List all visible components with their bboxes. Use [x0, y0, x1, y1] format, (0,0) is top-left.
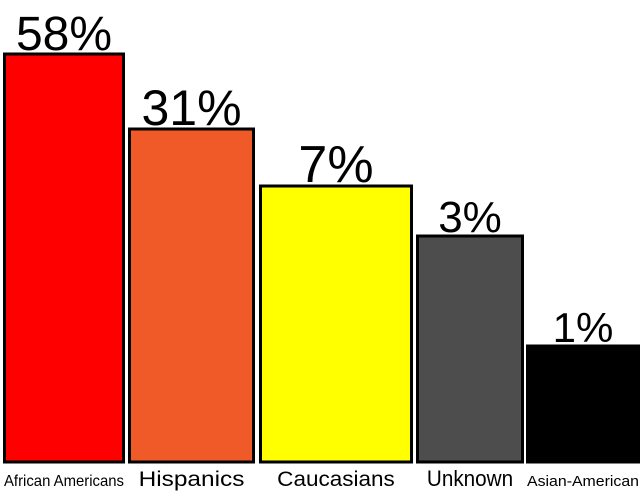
data-label: 7%	[298, 136, 373, 194]
bar-african-americans	[3, 52, 125, 464]
category-label: Caucasians	[277, 468, 395, 491]
category-label: Unknown	[427, 466, 513, 491]
category-label: Hispanics	[139, 468, 245, 491]
data-label: 31%	[141, 80, 241, 136]
bar-hispanics	[128, 127, 255, 464]
bar-unknown	[416, 234, 524, 464]
bar-asian-american	[526, 344, 640, 464]
category-label: Asian-American	[527, 473, 639, 490]
data-label: 1%	[553, 304, 614, 351]
category-label: African Americans	[4, 473, 124, 490]
bar-caucasians	[259, 184, 413, 464]
data-label: 58%	[16, 8, 112, 61]
data-label: 3%	[438, 193, 502, 242]
